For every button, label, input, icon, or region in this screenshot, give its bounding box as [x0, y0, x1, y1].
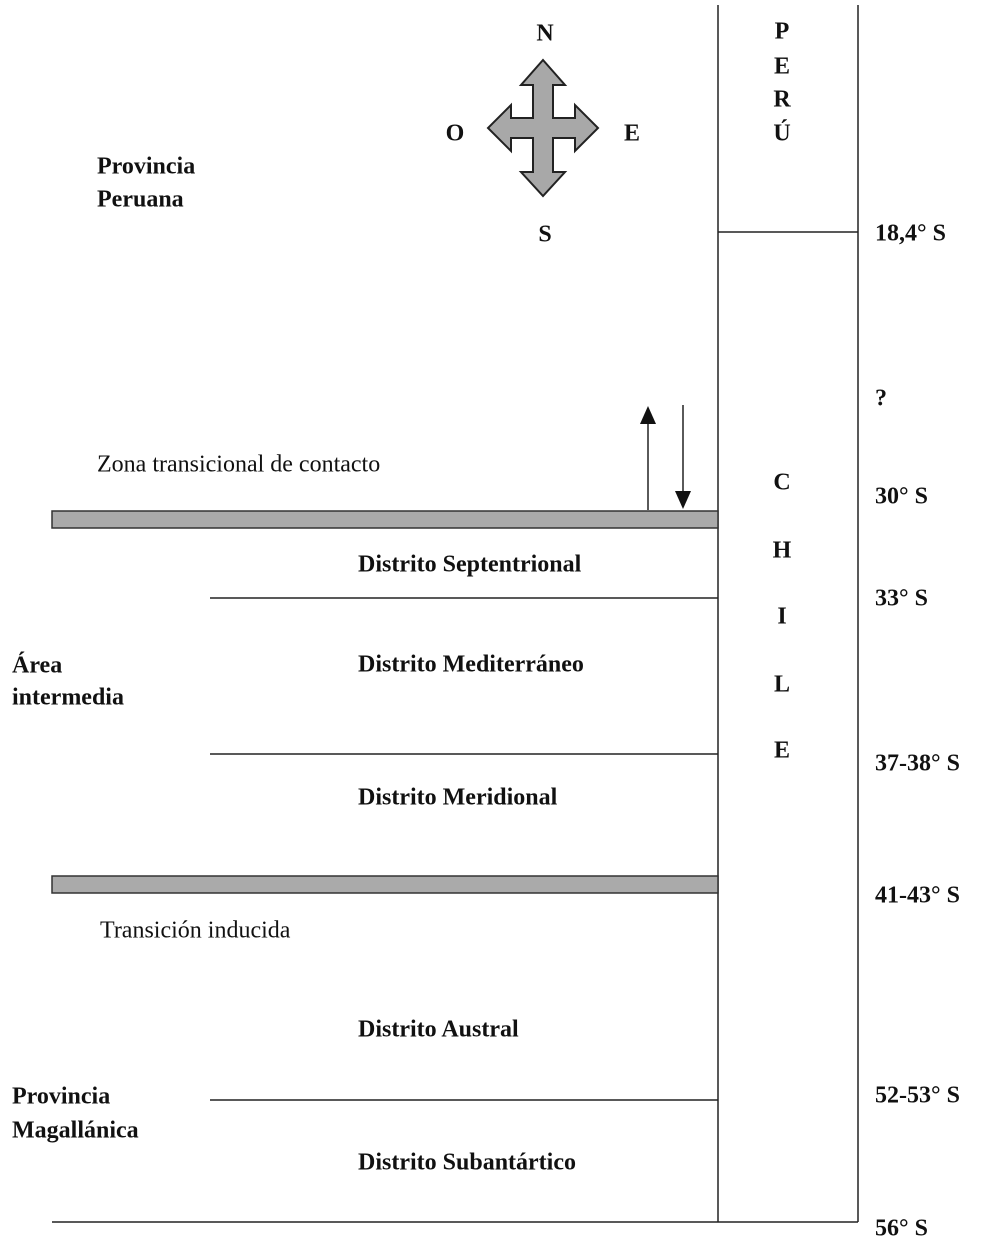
region-label: Peruana	[97, 187, 184, 213]
latitude-label: ?	[875, 386, 887, 412]
boundary-bar	[51, 875, 719, 894]
compass-arrow	[486, 58, 600, 198]
country-letter: R	[773, 87, 791, 113]
latitude-label: 41-43° S	[875, 883, 960, 909]
arrow-head	[675, 491, 691, 509]
boundary-bar	[51, 510, 719, 529]
country-letter: C	[773, 470, 790, 496]
country-letter: E	[774, 54, 790, 80]
district-label: Distrito Septentrional	[358, 552, 582, 578]
latitude-label: 33° S	[875, 586, 928, 612]
district-label: Distrito Meridional	[358, 785, 558, 811]
district-label: Distrito Subantártico	[358, 1150, 576, 1176]
country-letter: Ú	[773, 121, 790, 147]
country-letter: E	[774, 738, 790, 764]
region-label: Área	[12, 653, 62, 679]
latitude-label: 37-38° S	[875, 751, 960, 777]
country-letter: H	[773, 538, 792, 564]
compass-label: S	[538, 222, 551, 248]
latitude-label: 52-53° S	[875, 1083, 960, 1109]
transition-label: Transición inducida	[100, 918, 291, 944]
latitude-label: 18,4° S	[875, 221, 946, 247]
district-label: Distrito Mediterráneo	[358, 652, 584, 678]
region-label: Magallánica	[12, 1118, 139, 1144]
latitude-label: 30° S	[875, 484, 928, 510]
latitude-label: 56° S	[875, 1216, 928, 1242]
region-label: Provincia	[97, 154, 195, 180]
country-letter: P	[775, 19, 790, 45]
arrow-head	[640, 406, 656, 424]
country-letter: L	[774, 672, 790, 698]
region-label: Provincia	[12, 1084, 110, 1110]
district-label: Distrito Austral	[358, 1017, 519, 1043]
transition-label: Zona transicional de contacto	[97, 452, 380, 478]
region-label: intermedia	[12, 685, 124, 711]
compass-label: O	[446, 121, 465, 147]
country-letter: I	[777, 604, 786, 630]
compass-label: E	[624, 121, 640, 147]
compass-label: N	[536, 21, 554, 47]
